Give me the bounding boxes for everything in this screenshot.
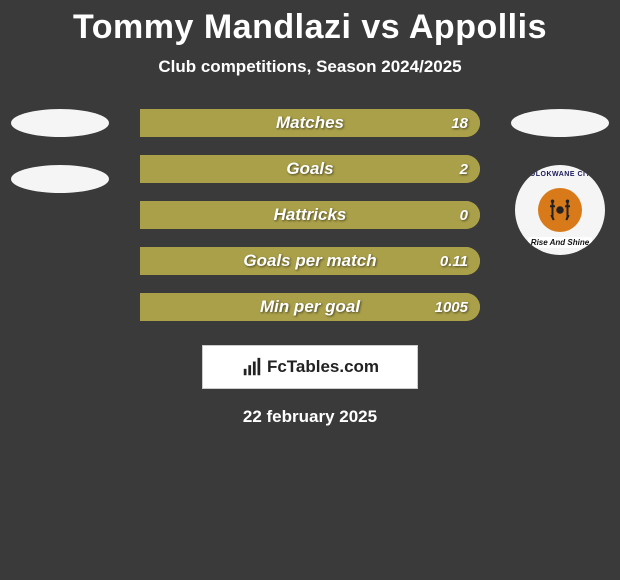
- badge-top-text: POLOKWANE CITY: [525, 171, 596, 178]
- date-line: 22 february 2025: [0, 407, 620, 427]
- bar-chart-icon: [241, 356, 263, 378]
- stat-label: Goals: [286, 159, 333, 179]
- left-club-logo: [11, 109, 109, 137]
- right-club-logo: [511, 109, 609, 137]
- right-team-badge: POLOKWANE CITY Rise And Shine: [515, 165, 605, 255]
- stat-label: Hattricks: [274, 205, 347, 225]
- soccer-players-icon: [545, 195, 575, 225]
- page-title: Tommy Mandlazi vs Appollis: [0, 0, 620, 47]
- left-league-logo: [11, 165, 109, 193]
- left-player-logos: [10, 109, 110, 193]
- stat-bar: Goals 2: [140, 155, 480, 183]
- badge-bottom-text: Rise And Shine: [528, 237, 592, 248]
- stat-value-right: 0.11: [440, 253, 468, 270]
- stat-value-right: 1005: [435, 299, 468, 316]
- stat-label: Goals per match: [243, 251, 376, 271]
- stat-label: Matches: [276, 113, 344, 133]
- stat-bar: Hattricks 0: [140, 201, 480, 229]
- brand-box[interactable]: FcTables.com: [202, 345, 418, 389]
- right-player-logos: POLOKWANE CITY Rise And Shine: [510, 109, 610, 255]
- stat-bar: Min per goal 1005: [140, 293, 480, 321]
- stat-bar: Matches 18: [140, 109, 480, 137]
- stat-value-right: 2: [460, 161, 468, 178]
- stat-value-right: 0: [460, 207, 468, 224]
- badge-center-icon: [538, 188, 582, 232]
- comparison-area: POLOKWANE CITY Rise And Shine Matches 18 G…: [0, 109, 620, 321]
- stat-value-right: 18: [451, 115, 468, 132]
- page-subtitle: Club competitions, Season 2024/2025: [0, 57, 620, 77]
- stat-bars: Matches 18 Goals 2 Hattricks 0 Goals per match…: [140, 109, 480, 321]
- stat-label: Min per goal: [260, 297, 360, 317]
- brand-text: FcTables.com: [267, 357, 379, 377]
- stat-bar: Goals per match 0.11: [140, 247, 480, 275]
